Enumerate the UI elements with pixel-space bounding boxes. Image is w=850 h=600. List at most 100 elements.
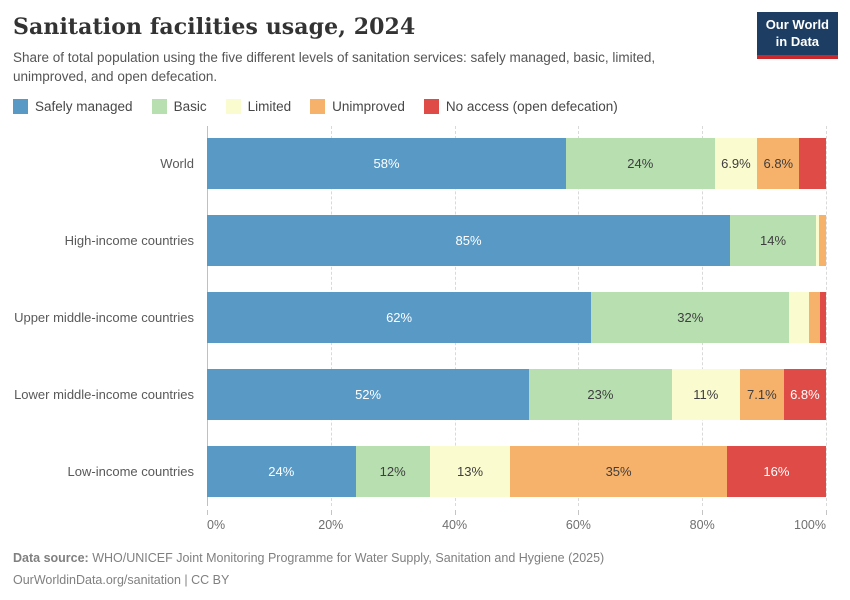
legend-swatch-icon [423, 99, 439, 115]
bar-segment-safely-managed[interactable]: 24% [207, 446, 356, 498]
bar-segment-safely-managed[interactable]: 62% [207, 292, 592, 344]
bar-segment-label: 24% [268, 464, 295, 480]
bar-segment-label: 16% [763, 464, 790, 480]
bar-rows: World 58% 24% 6.9% 6.8% High-income countries… [0, 124, 826, 498]
license-line[interactable]: OurWorldinData.org/sanitation | CC BY [13, 572, 230, 587]
bar-segment-unimproved[interactable] [808, 292, 820, 344]
x-tick-label: 80% [689, 518, 715, 533]
category-label: High-income countries [64, 233, 194, 249]
bar-row-low-income-countries: Low-income countries 24% 12% 13% 35% 16% [0, 446, 826, 498]
bar-segment-basic[interactable]: 14% [730, 215, 817, 267]
bar-segment-label: 52% [355, 387, 382, 403]
bar-stack: 62% 32% [207, 292, 826, 344]
category-label: Low-income countries [67, 464, 194, 480]
legend-item-label: Safely managed [35, 99, 133, 115]
x-axis: 0% 20% 40% 60% 80% 100% [207, 510, 827, 536]
bar-segment-label: 12% [379, 464, 406, 480]
legend-item-limited[interactable]: Limited [225, 99, 292, 115]
legend-swatch-icon [310, 99, 326, 115]
legend-swatch-icon [151, 99, 167, 115]
x-axis-tickmark [454, 510, 456, 516]
bar-stack: 58% 24% 6.9% 6.8% [207, 138, 826, 190]
bar-segment-no-access-open-defecation[interactable]: 6.8% [783, 369, 826, 421]
bar-segment-basic[interactable]: 32% [591, 292, 790, 344]
owid-logo[interactable]: Our World in Data [756, 12, 838, 59]
stacked-bar-chart: World 58% 24% 6.9% 6.8% High-income countries… [0, 124, 850, 534]
bar-segment-label: 58% [373, 156, 400, 172]
legend-item-label: Limited [247, 99, 292, 115]
bar-row-lower-middle-income-countries: Lower middle-income countries 52% 23% 11% 7.… [0, 369, 826, 421]
bar-segment-limited[interactable] [789, 292, 809, 344]
bar-segment-unimproved[interactable]: 35% [510, 446, 727, 498]
bar-segment-limited[interactable]: 13% [429, 446, 511, 498]
x-tick-label: 60% [565, 518, 591, 533]
bar-segment-label: 24% [627, 156, 654, 172]
legend-item-label: No access (open defecation) [445, 99, 618, 115]
bar-segment-label: 6.9% [721, 156, 751, 172]
owid-logo-line2: in Data [775, 33, 820, 49]
x-axis-tickmark [207, 510, 208, 516]
bar-row-high-income-countries: High-income countries 85% 14% [0, 215, 826, 267]
x-tick-label: 0% [207, 518, 226, 533]
legend: Safely managed Basic Limited Unimproved No a… [13, 99, 837, 115]
bar-segment-label: 62% [386, 310, 413, 326]
legend-swatch-icon [225, 99, 241, 115]
category-label: Lower middle-income countries [14, 387, 194, 403]
footer: Data source: WHO/UNICEF Joint Monitoring… [13, 548, 837, 591]
bar-row-upper-middle-income-countries: Upper middle-income countries 62% 32% [0, 292, 826, 344]
bar-segment-safely-managed[interactable]: 58% [207, 138, 567, 190]
category-label: Upper middle-income countries [14, 310, 194, 326]
bar-segment-label: 6.8% [763, 156, 794, 172]
bar-segment-label: 13% [457, 464, 484, 480]
chart-subtitle: Share of total population using the five… [13, 50, 656, 84]
data-source-text: WHO/UNICEF Joint Monitoring Programme fo… [88, 551, 605, 566]
data-source-line: Data source: WHO/UNICEF Joint Monitoring… [13, 548, 837, 569]
x-tick-label: 40% [442, 518, 468, 533]
bar-segment-no-access-open-defecation[interactable] [799, 138, 826, 190]
owid-logo-line1: Our World [765, 17, 829, 32]
x-axis-tickmark [702, 510, 704, 516]
legend-item-no-access-open-defecation[interactable]: No access (open defecation) [423, 99, 618, 115]
bar-segment-unimproved[interactable]: 6.8% [757, 138, 800, 190]
gridline [826, 126, 827, 507]
bar-stack: 52% 23% 11% 7.1% 6.8% [207, 369, 826, 421]
bar-segment-label: 35% [605, 464, 632, 480]
legend-swatch-icon [13, 99, 28, 115]
data-source-prefix: Data source: [13, 551, 89, 566]
bar-segment-basic[interactable]: 23% [529, 369, 672, 421]
x-axis-tickmark [578, 510, 580, 516]
bar-segment-limited[interactable]: 6.9% [714, 138, 758, 190]
bar-row-world: World 58% 24% 6.9% 6.8% [0, 138, 826, 190]
bar-segment-unimproved[interactable]: 7.1% [739, 369, 784, 421]
bar-segment-label: 6.8% [790, 387, 820, 403]
bar-segment-limited[interactable] [816, 215, 819, 267]
bar-segment-label: 11% [693, 387, 719, 403]
legend-item-safely-managed[interactable]: Safely managed [13, 99, 133, 115]
bar-segment-label: 7.1% [747, 387, 777, 403]
x-tick-label: 20% [318, 518, 344, 533]
bar-segment-safely-managed[interactable]: 52% [207, 369, 530, 421]
bar-stack: 24% 12% 13% 35% 16% [207, 446, 826, 498]
bar-segment-no-access-open-defecation[interactable] [819, 292, 826, 344]
legend-item-basic[interactable]: Basic [151, 99, 207, 115]
bar-segment-basic[interactable]: 12% [355, 446, 430, 498]
bar-segment-limited[interactable]: 11% [671, 369, 740, 421]
bar-segment-label: 23% [587, 387, 614, 403]
bar-segment-label: 14% [760, 233, 787, 249]
bar-segment-basic[interactable]: 24% [566, 138, 715, 190]
bar-segment-safely-managed[interactable]: 85% [207, 215, 730, 267]
legend-item-unimproved[interactable]: Unimproved [310, 99, 405, 115]
bar-segment-unimproved[interactable] [818, 215, 826, 267]
x-axis-tickmark [330, 510, 332, 516]
category-label: World [160, 156, 194, 172]
x-tick-label: 100% [794, 518, 826, 533]
bar-segment-label: 85% [455, 233, 482, 249]
legend-item-label: Unimproved [332, 99, 405, 115]
bar-segment-no-access-open-defecation[interactable]: 16% [726, 446, 826, 498]
bar-segment-label: 32% [677, 310, 704, 326]
bar-stack: 85% 14% [207, 215, 826, 267]
page-title: Sanitation facilities usage, 2024 [13, 14, 416, 40]
header: Sanitation facilities usage, 2024 Our Wo… [0, 0, 850, 115]
x-axis-tickmark [826, 510, 827, 516]
